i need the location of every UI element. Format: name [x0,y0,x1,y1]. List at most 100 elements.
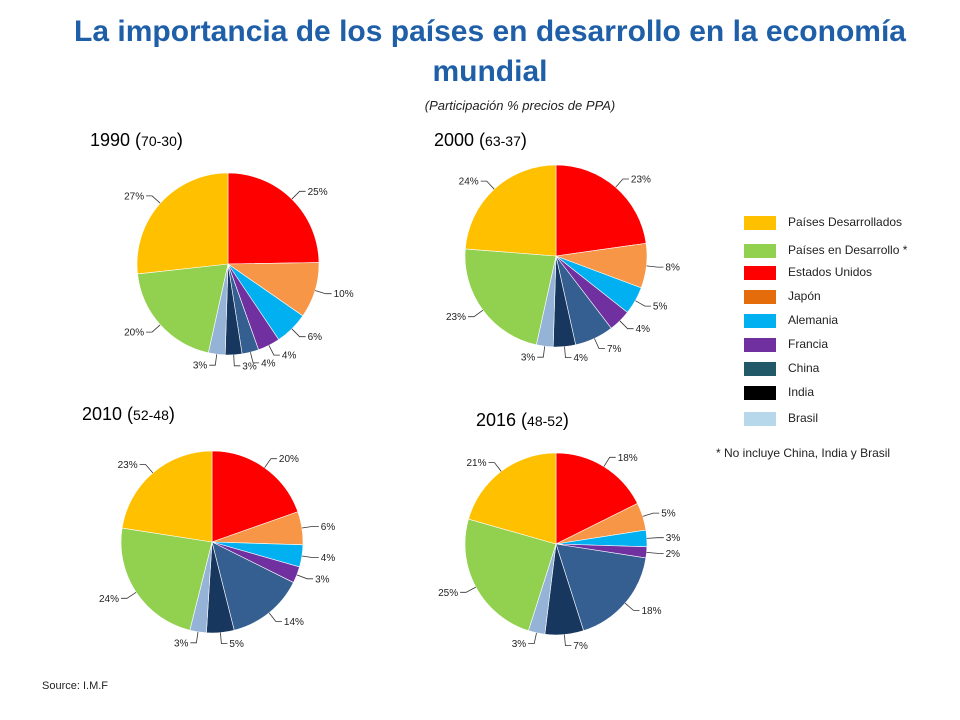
pie-data-label: 25% [308,187,328,198]
pie-data-label: 8% [665,263,680,274]
pie-data-label: 6% [308,332,323,343]
pie-data-label: 21% [466,458,486,469]
legend-swatch [744,244,776,258]
pie-data-label: 7% [573,641,588,652]
legend-swatch [744,362,776,376]
pie-1990: 25% 10% 6% 4% 4% 3% 3% 20% 27% [124,172,354,372]
pie-data-label: 3% [666,533,681,544]
pie-slice [227,172,320,265]
chart-year-2016: 2016 [476,410,517,430]
pie-data-label: 5% [661,509,676,520]
pie-leader-line [624,602,640,611]
pie-slice [120,527,213,631]
chart-split-2010: 52-48 [133,407,169,423]
pie-data-label: 7% [607,344,622,355]
legend-swatch [744,216,776,230]
chart-year-2010: 2010 [82,404,123,424]
legend-label: Francia [788,337,829,351]
pie-leader-line [301,526,319,529]
pie-data-label: 4% [261,358,276,369]
source-note: Source: I.M.F [42,680,109,692]
pie-leader-line [301,555,319,558]
pie-data-label: 27% [124,191,144,202]
pie-leader-line [146,195,161,204]
chart-year-2000: 2000 [434,130,475,150]
pie-leader-line [291,328,306,338]
chart-label-2010: 2010 (52-48) [82,404,175,424]
pie-data-label: 10% [334,289,354,300]
legend-label: Países Desarrollados [788,215,903,229]
pie-data-label: 20% [124,328,144,339]
legend-label: Estados Unidos [788,265,873,279]
legend-label: India [788,385,815,399]
pie-leader-line [146,324,161,333]
pie-slice [464,248,557,346]
pie-leader-line [220,632,228,644]
pie-data-label: 18% [642,606,662,617]
footnote: * No incluye China, India y Brasil [716,446,891,460]
pie-2000: 23%8%5%4%7%4%3%23%24% [446,164,680,364]
pie-leader-line [594,338,605,349]
pie-leader-line [619,320,634,330]
pie-leader-line [642,512,660,517]
pie-data-label: 5% [229,639,244,650]
pie-leader-line [139,464,154,474]
pie-leader-line [635,300,651,307]
pie-leader-line [296,574,314,580]
chart-year-1990: 1990 [90,130,131,150]
legend-label: Japón [788,289,821,303]
page-title: La importancia de los países en desarrol… [74,15,906,88]
legend-label: Países en Desarrollo * [788,243,908,257]
pie-leader-line [291,190,306,200]
pie-leader-line [268,612,282,622]
pie-data-label: 24% [459,177,479,188]
legend-label: China [788,361,820,375]
pie-leader-line [564,634,572,646]
legend-swatch [744,290,776,304]
pie-data-label: 4% [574,353,589,364]
pie-slice [211,541,294,631]
pie-data-label: 4% [321,553,336,564]
pie-leader-line [121,591,137,599]
pie-data-label: 24% [99,594,119,605]
pie-leader-line [488,462,502,472]
chart-label-2016: 2016 (48-52) [476,410,569,430]
pie-leader-line [603,456,616,467]
pie-slice [137,263,229,354]
pie-data-label: 25% [438,588,458,599]
chart-label-1990: 1990 (70-30) [90,130,183,150]
pie-leader-line [268,345,280,356]
legend-swatch [744,386,776,400]
pie-leader-line [480,180,495,190]
pie-leader-line [528,632,537,644]
pie-leader-line [615,178,629,188]
pie-slice [464,164,557,257]
pie-data-label: 3% [512,639,527,650]
pie-data-label: 23% [118,460,138,471]
pie-data-label: 4% [636,324,651,335]
pie-data-label: 23% [631,175,651,186]
pie-leader-line [314,290,332,295]
pie-data-label: 3% [174,638,189,649]
chart-split-2000: 63-37 [485,133,521,149]
pie-leader-line [646,265,664,268]
pie-slice [121,450,213,543]
pie-data-label: 14% [284,617,304,628]
legend-swatch [744,314,776,328]
pie-leader-line [537,346,546,358]
pie-slice [555,452,638,545]
pie-data-label: 5% [653,302,668,313]
pie-data-label: 3% [521,353,536,364]
pie-data-label: 18% [618,453,638,464]
pie-leader-line [190,631,199,644]
chart-label-2000: 2000 (63-37) [434,130,527,150]
pie-leader-line [264,458,277,468]
pie-data-label: 3% [193,361,208,372]
pie-data-label: 2% [666,549,681,560]
pie-2016: 18% 5% 3% 2% 18% 7% 3% 25% 21% [438,452,681,652]
legend-label: Brasil [788,411,819,425]
pie-leader-line [460,586,476,593]
legend-swatch [744,412,776,426]
chart-split-1990: 70-30 [141,133,177,149]
